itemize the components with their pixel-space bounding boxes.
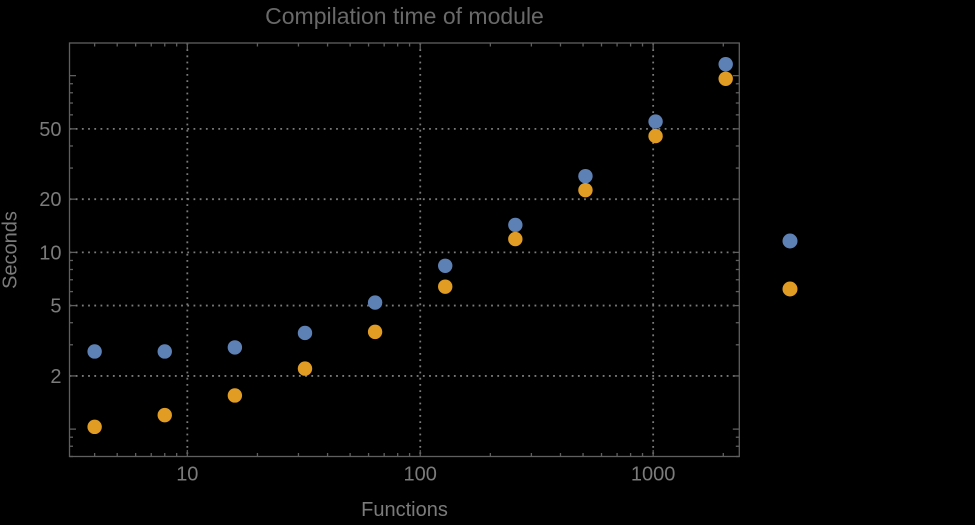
data-point-series2 <box>297 361 313 376</box>
y-tick-label: 50 <box>39 119 61 141</box>
y-tick-label: 10 <box>39 242 61 264</box>
data-point-series2 <box>438 279 453 294</box>
data-point-series1 <box>227 340 243 355</box>
legend-marker-series2 <box>782 281 798 297</box>
data-point-series2 <box>87 419 102 435</box>
data-point-series1 <box>87 344 102 359</box>
data-point-series1 <box>578 168 593 184</box>
data-point-series2 <box>648 128 663 144</box>
data-point-series1 <box>648 114 663 129</box>
plot-frame <box>68 42 740 458</box>
data-point-series2 <box>578 182 593 198</box>
y-axis-label: Seconds <box>0 211 22 289</box>
data-point-series2 <box>367 324 383 340</box>
data-point-series1 <box>438 258 453 273</box>
y-tick-label: 2 <box>50 366 61 388</box>
x-tick-label: 100 <box>404 464 437 486</box>
data-point-series2 <box>227 388 243 403</box>
data-point-series1 <box>157 344 172 359</box>
data-point-series2 <box>508 231 523 247</box>
data-point-series2 <box>157 407 172 423</box>
legend-marker-series1 <box>782 233 798 249</box>
x-axis-label: Functions <box>361 499 448 521</box>
data-point-series1 <box>718 57 733 72</box>
data-point-series2 <box>718 71 733 86</box>
x-tick-label: 1000 <box>631 464 676 486</box>
chart-title: Compilation time of module <box>265 3 544 29</box>
data-point-series1 <box>367 295 383 310</box>
x-tick-label: 10 <box>176 464 198 486</box>
data-point-series1 <box>508 217 523 233</box>
y-tick-label: 5 <box>50 296 61 318</box>
data-point-series1 <box>297 325 313 341</box>
y-tick-label: 20 <box>39 189 61 211</box>
